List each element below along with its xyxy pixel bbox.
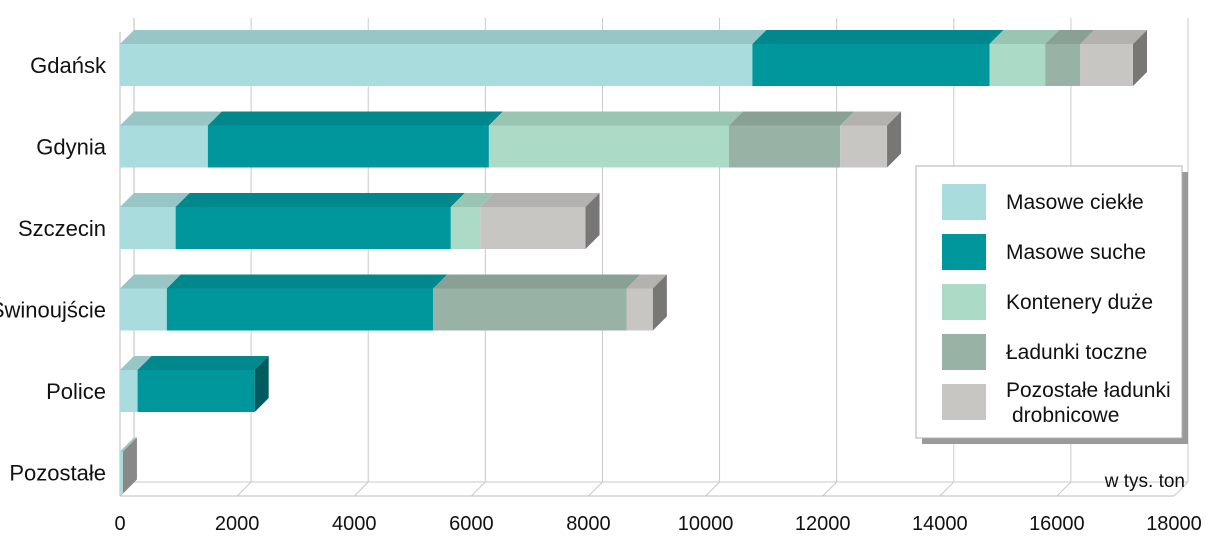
x-tick-label: 16000 bbox=[1029, 513, 1085, 535]
bar-top-face bbox=[120, 30, 767, 44]
bar-segment bbox=[120, 288, 167, 331]
legend-swatch bbox=[942, 284, 986, 320]
bar-segment bbox=[120, 207, 176, 249]
axes bbox=[119, 18, 1188, 497]
bar-segment bbox=[450, 207, 481, 249]
bar-segment bbox=[166, 288, 434, 331]
bar-top-face bbox=[120, 111, 222, 126]
legend-label: Pozostałe ładunki bbox=[1006, 379, 1171, 402]
x-tick-labels: 0 2000 4000 6000 8000 10000 12000 14000 16000 180… bbox=[114, 513, 1201, 535]
bar-top-face bbox=[120, 356, 152, 370]
bar-top-face bbox=[1045, 30, 1095, 44]
bar-end-face bbox=[122, 437, 137, 494]
bar-segment bbox=[137, 370, 255, 412]
x-tick-label: 14000 bbox=[912, 513, 968, 535]
bar-top-face bbox=[120, 274, 181, 289]
category-label: Świnoujście bbox=[0, 298, 106, 323]
bar-segment bbox=[1080, 44, 1134, 86]
category-label: Pozostałe bbox=[9, 461, 106, 486]
bar-segment bbox=[175, 207, 451, 249]
bar-end-face bbox=[254, 356, 269, 412]
category-label: Szczecin bbox=[18, 216, 106, 241]
bar-segment bbox=[480, 207, 586, 249]
bar-top-face bbox=[480, 193, 600, 207]
bar-segment bbox=[626, 288, 653, 331]
category-label: Gdynia bbox=[36, 135, 106, 160]
x-tick-label: 12000 bbox=[795, 513, 851, 535]
x-tick-label: 8000 bbox=[566, 513, 611, 535]
x-tick-label: 10000 bbox=[678, 513, 734, 535]
bar-segment bbox=[120, 451, 123, 494]
bar-segment bbox=[1045, 44, 1081, 86]
bar-top-face bbox=[120, 437, 137, 452]
floor-line bbox=[470, 481, 486, 497]
floor-line bbox=[705, 481, 720, 497]
bar-segment bbox=[840, 125, 888, 168]
bar-top-face bbox=[166, 274, 448, 289]
bar-segment bbox=[433, 288, 627, 331]
floor-line bbox=[1056, 481, 1072, 497]
unit-label: w tys. ton bbox=[1104, 471, 1185, 492]
bar-top-face bbox=[137, 356, 269, 370]
bar-end-face bbox=[585, 193, 600, 249]
bar-segment bbox=[207, 125, 489, 168]
bar-end-face bbox=[1133, 30, 1148, 86]
bar-top-face bbox=[175, 193, 465, 207]
x-tick-label: 0 bbox=[114, 513, 125, 535]
bar-top-face bbox=[989, 30, 1060, 44]
legend-swatch bbox=[942, 334, 986, 370]
floor-line bbox=[236, 481, 252, 497]
bar-segment bbox=[120, 44, 753, 86]
bar-top-face bbox=[488, 111, 743, 126]
legend-swatch bbox=[942, 384, 986, 420]
legend-swatch bbox=[942, 184, 986, 220]
bar-top-face bbox=[120, 193, 190, 207]
x-tick-label: 6000 bbox=[449, 513, 494, 535]
x-tick-label: 18000 bbox=[1146, 513, 1202, 535]
bar-segment bbox=[488, 125, 729, 168]
legend-label: Masowe ciekłe bbox=[1006, 191, 1144, 214]
bar-top-face bbox=[207, 111, 503, 126]
bar-top-face bbox=[626, 274, 667, 289]
x-tick-label: 2000 bbox=[215, 513, 260, 535]
category-label: Police bbox=[46, 379, 106, 404]
legend-label: Masowe suche bbox=[1006, 241, 1146, 264]
legend-label: Ładunki toczne bbox=[1006, 341, 1147, 364]
floor-line bbox=[353, 481, 369, 497]
category-labels: Gdańsk Gdynia Szczecin Świnoujście Police Poz… bbox=[0, 53, 107, 486]
floor-line bbox=[588, 481, 603, 497]
floor-line bbox=[1173, 481, 1189, 497]
legend-swatch bbox=[942, 234, 986, 270]
bar-end-face bbox=[652, 274, 667, 331]
bar-segment bbox=[752, 44, 990, 86]
bar-segment bbox=[728, 125, 841, 168]
bar-segment bbox=[989, 44, 1046, 86]
bar-top-face bbox=[840, 111, 902, 126]
bar-segment bbox=[120, 125, 208, 168]
bars bbox=[120, 30, 1148, 494]
legend: Masowe ciekłe Masowe suche Kontenery duże Ł… bbox=[915, 165, 1188, 444]
bar-top-face bbox=[450, 193, 495, 207]
legend-label-line2: drobnicowe bbox=[1012, 404, 1119, 427]
bar-segment bbox=[120, 370, 138, 412]
floor-line bbox=[822, 481, 838, 497]
legend-label: Kontenery duże bbox=[1006, 291, 1153, 314]
category-label: Gdańsk bbox=[30, 53, 107, 78]
bar-end-face bbox=[887, 111, 902, 168]
floor-line bbox=[939, 481, 955, 497]
bar-top-face bbox=[728, 111, 855, 126]
bar-top-face bbox=[1080, 30, 1148, 44]
x-tick-label: 4000 bbox=[332, 513, 377, 535]
bar-top-face bbox=[433, 274, 641, 289]
bar-top-face bbox=[752, 30, 1004, 44]
